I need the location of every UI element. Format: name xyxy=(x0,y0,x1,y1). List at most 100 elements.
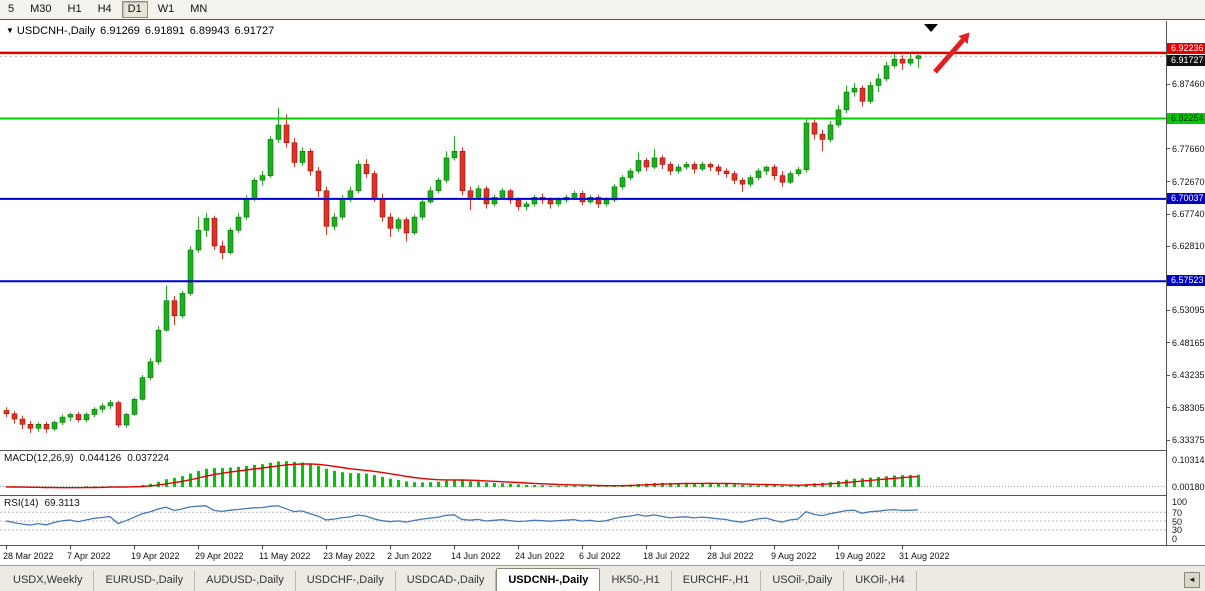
price-axis-tick xyxy=(1167,181,1170,183)
price-tick-label: 6.38305 xyxy=(1172,402,1205,413)
ohlc-high: 6.91891 xyxy=(144,25,185,37)
chart-tab-usdchf-daily[interactable]: USDCHF-,Daily xyxy=(296,571,396,591)
panel-separator[interactable] xyxy=(0,545,1205,546)
price-tick-label: 6.62810 xyxy=(1172,241,1205,252)
macd-panel[interactable]: MACD(12,26,9) 0.044126 0.037224 xyxy=(0,451,1166,495)
panel-separator[interactable] xyxy=(0,495,1205,496)
price-axis-tick xyxy=(1167,342,1170,344)
ohlc-close: 6.91727 xyxy=(234,25,275,37)
red-arrow-annotation xyxy=(933,32,970,74)
chart-tab-ukoil-h4[interactable]: UKOil-,H4 xyxy=(844,571,917,591)
date-tick-label: 23 May 2022 xyxy=(323,551,376,561)
price-tick-label: 6.72670 xyxy=(1172,176,1205,187)
price-level-badge: 6.92236 xyxy=(1167,42,1205,54)
price-axis-tick xyxy=(1167,148,1170,150)
price-axis-tick xyxy=(1167,83,1170,85)
price-axis-tick xyxy=(1167,374,1170,376)
chart-tab-usdcnh-daily[interactable]: USDCNH-,Daily xyxy=(496,568,601,591)
chart-tab-usdx-weekly[interactable]: USDX,Weekly xyxy=(2,571,95,591)
date-axis-tick xyxy=(454,546,455,549)
chart-tab-eurusd-daily[interactable]: EURUSD-,Daily xyxy=(94,571,196,591)
timeframe-button-d1[interactable]: D1 xyxy=(121,1,148,18)
macd-main-value: 0.044126 xyxy=(79,453,122,464)
date-axis-tick xyxy=(582,546,583,549)
timeframe-button-w1[interactable]: W1 xyxy=(152,1,181,18)
chart-dropdown-icon[interactable]: ▼ xyxy=(6,26,14,35)
price-axis-tick xyxy=(1167,213,1170,215)
date-tick-label: 24 Jun 2022 xyxy=(515,551,565,561)
price-axis[interactable]: 6.87460 6.77660 6.72670 6.67740 6.62810 6.530… xyxy=(1166,21,1205,545)
panel-separator[interactable] xyxy=(0,450,1205,451)
price-tick-label: 6.67740 xyxy=(1172,209,1205,220)
price-axis-tick xyxy=(1167,245,1170,247)
date-axis-tick xyxy=(646,546,647,549)
date-tick-label: 31 Aug 2022 xyxy=(899,551,950,561)
chart-tab-bar: USDX,Weekly EURUSD-,Daily AUDUSD-,Daily USD… xyxy=(0,565,1205,591)
rsi-tick-label: 70 xyxy=(1172,507,1183,518)
macd-histogram xyxy=(5,461,920,489)
price-axis-tick xyxy=(1167,439,1170,441)
rsi-value: 69.3113 xyxy=(44,498,80,509)
macd-signal-line xyxy=(5,463,919,489)
macd-signal-value: 0.037224 xyxy=(127,453,169,464)
rsi-tick-label: 50 xyxy=(1172,516,1183,527)
tab-scroll-button[interactable]: ◄ xyxy=(1184,572,1200,588)
chart-tab-audusd-daily[interactable]: AUDUSD-,Daily xyxy=(195,571,296,591)
price-tick-label: 6.87460 xyxy=(1172,79,1205,90)
chart-symbol-label: USDCNH-,Daily xyxy=(16,25,96,37)
candlestick-chart[interactable] xyxy=(0,21,1166,450)
date-tick-label: 6 Jul 2022 xyxy=(579,551,621,561)
rsi-panel[interactable]: RSI(14) 69.3113 xyxy=(0,496,1166,545)
price-axis-tick xyxy=(1167,407,1170,409)
timeframe-button-mn[interactable]: MN xyxy=(184,1,213,18)
price-axis-tick xyxy=(1167,309,1170,311)
macd-tick-label: 0.10314 xyxy=(1172,454,1205,465)
rsi-plot[interactable] xyxy=(0,497,1166,545)
rsi-label: RSI(14) 69.3113 xyxy=(4,498,86,509)
ohlc-open: 6.91269 xyxy=(100,25,140,37)
price-tick-label: 6.43235 xyxy=(1172,370,1205,381)
main-chart-panel[interactable]: ▼ USDCNH-,Daily 6.91269 6.91891 6.89943 6.917… xyxy=(0,21,1166,450)
rsi-name: RSI(14) xyxy=(4,498,39,509)
price-tick-label: 6.53095 xyxy=(1172,305,1205,316)
date-axis-tick xyxy=(518,546,519,549)
price-level-badge: 6.57523 xyxy=(1167,275,1205,287)
date-tick-label: 29 Apr 2022 xyxy=(195,551,244,561)
price-level-badge: 6.82254 xyxy=(1167,112,1205,124)
timeframe-button-h1[interactable]: H1 xyxy=(62,1,88,18)
date-tick-label: 11 May 2022 xyxy=(259,551,311,561)
date-axis-tick xyxy=(326,546,327,549)
macd-plot[interactable] xyxy=(0,452,1166,495)
date-axis-tick xyxy=(134,546,135,549)
timeframe-button-h4[interactable]: H4 xyxy=(92,1,118,18)
timeframe-toolbar: 5 M30 H1 H4 D1 W1 MN xyxy=(0,0,1205,20)
date-tick-label: 9 Aug 2022 xyxy=(771,551,817,561)
current-price-badge: 6.91727 xyxy=(1167,55,1205,67)
price-tick-label: 6.48165 xyxy=(1172,337,1205,348)
date-tick-label: 14 Jun 2022 xyxy=(451,551,501,561)
date-axis-tick xyxy=(838,546,839,549)
date-axis-tick xyxy=(262,546,263,549)
date-axis-tick xyxy=(902,546,903,549)
time-axis[interactable]: 28 Mar 2022 7 Apr 2022 19 Apr 2022 29 Apr 2… xyxy=(0,546,1205,565)
price-tick-label: 6.33375 xyxy=(1172,435,1205,446)
chart-tab-usoil-daily[interactable]: USOil-,Daily xyxy=(761,571,845,591)
date-axis-tick xyxy=(6,546,7,549)
chart-tab-hk50-h1[interactable]: HK50-,H1 xyxy=(600,571,672,591)
timeframe-button-m30[interactable]: M30 xyxy=(24,1,57,18)
chart-title: ▼ USDCNH-,Daily 6.91269 6.91891 6.89943 6.917… xyxy=(6,25,279,37)
date-tick-label: 19 Aug 2022 xyxy=(835,551,886,561)
candlestick-series xyxy=(3,52,922,433)
macd-tick-label: 0.00180 xyxy=(1172,481,1205,492)
chart-tab-eurchf-h1[interactable]: EURCHF-,H1 xyxy=(672,571,762,591)
ohlc-low: 6.89943 xyxy=(189,25,230,37)
date-tick-label: 19 Apr 2022 xyxy=(131,551,180,561)
date-tick-label: 2 Jun 2022 xyxy=(387,551,432,561)
date-axis-tick xyxy=(390,546,391,549)
price-tick-label: 6.77660 xyxy=(1172,143,1205,154)
date-axis-tick xyxy=(198,546,199,549)
chart-tab-usdcad-daily[interactable]: USDCAD-,Daily xyxy=(396,571,497,591)
date-tick-label: 7 Apr 2022 xyxy=(67,551,111,561)
timeframe-button-5[interactable]: 5 xyxy=(2,1,20,18)
